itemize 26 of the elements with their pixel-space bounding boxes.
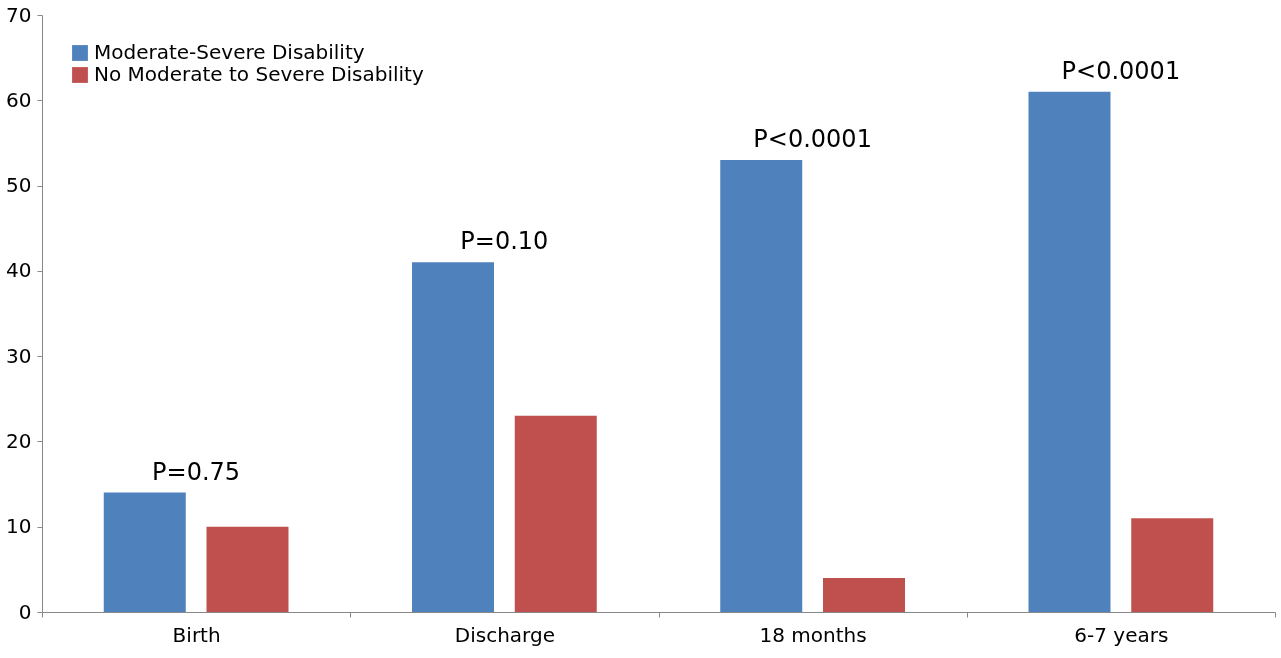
bar	[1131, 518, 1214, 612]
bar	[823, 577, 905, 612]
annotation: P<0.0001	[753, 124, 872, 153]
bar	[412, 262, 494, 612]
y-tick-label: 60	[6, 87, 32, 112]
y-tick-label: 10	[6, 514, 32, 539]
x-tick-label: Birth	[172, 622, 221, 647]
bar	[206, 526, 289, 612]
legend-label: No Moderate to Severe Disability	[94, 62, 424, 86]
y-tick-label: 70	[6, 2, 32, 27]
x-tick-label: Discharge	[454, 622, 555, 647]
bar	[720, 159, 803, 612]
y-tick-label: 40	[6, 258, 32, 283]
annotation: P<0.0001	[1061, 56, 1181, 85]
annotation: P=0.10	[460, 227, 549, 256]
bar	[103, 492, 186, 612]
y-tick-label: 0	[18, 599, 32, 624]
x-tick-label: 6-7 years	[1074, 622, 1169, 647]
bar	[1028, 91, 1111, 612]
y-tick-label: 30	[6, 343, 32, 368]
bar	[514, 415, 597, 612]
x-tick-label: 18 months	[759, 622, 867, 647]
y-tick-label: 20	[6, 428, 32, 453]
y-tick-label: 50	[6, 173, 32, 198]
annotation: P=0.75	[152, 457, 241, 486]
legend-label: Moderate-Severe Disability	[94, 40, 365, 64]
